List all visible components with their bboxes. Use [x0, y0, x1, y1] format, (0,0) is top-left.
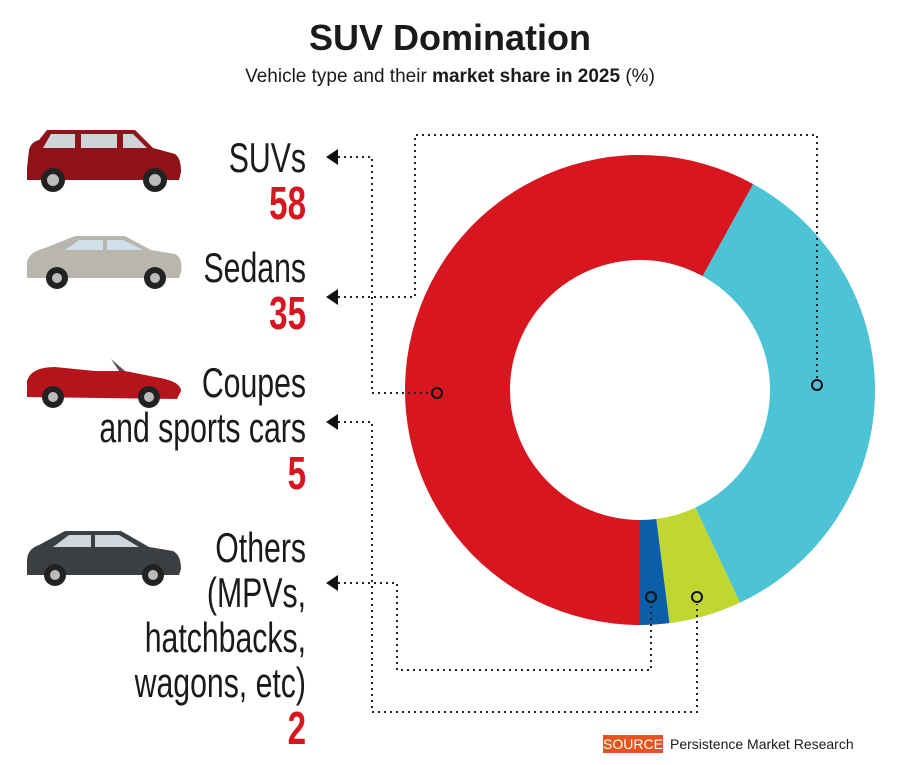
slice-1 [695, 184, 875, 603]
hatchback-car-icon [27, 531, 181, 586]
marker-circle [691, 591, 703, 603]
chart-title: SUV Domination [309, 17, 591, 58]
slice-0 [404, 154, 754, 626]
marker-circle [811, 379, 823, 391]
connector-line-3 [338, 582, 652, 671]
donut-slices [404, 154, 875, 626]
category-label: wagons, etc) [134, 659, 306, 706]
arrow-icon [326, 575, 338, 591]
category-label: Coupes [202, 359, 306, 406]
source-tag [603, 735, 663, 753]
value-label: 35 [269, 289, 306, 339]
source-credit: SOURCE Persistence Market Research [603, 735, 854, 753]
arrow-icon [326, 414, 338, 430]
category-label: and sports cars [99, 404, 306, 451]
source-text: Persistence Market Research [670, 736, 854, 752]
chart-subtitle: Vehicle type and their market share in 2… [245, 66, 655, 87]
category-label: Others [215, 524, 306, 571]
connector-line-0 [338, 156, 430, 394]
value-label: 2 [288, 704, 306, 754]
marker-circle [645, 591, 657, 603]
arrow-icon [326, 289, 338, 305]
category-label: Sedans [203, 244, 306, 291]
slice-3 [640, 518, 670, 625]
suv-car-icon [27, 130, 181, 192]
category-label: hatchbacks, [145, 614, 306, 661]
sedan-car-icon [27, 236, 182, 289]
value-label: 58 [269, 179, 306, 229]
category-label: SUVs [229, 134, 306, 181]
arrow-icon [326, 149, 338, 165]
slice-2 [656, 507, 741, 624]
connector-line-2 [338, 421, 698, 713]
marker-circle [431, 387, 443, 399]
source-tag-text: SOURCE [603, 736, 663, 752]
value-label: 5 [288, 449, 306, 499]
category-label: (MPVs, [207, 569, 306, 616]
connectors [326, 134, 823, 713]
sports-car-icon [27, 359, 181, 408]
connector-line-1 [338, 134, 818, 378]
